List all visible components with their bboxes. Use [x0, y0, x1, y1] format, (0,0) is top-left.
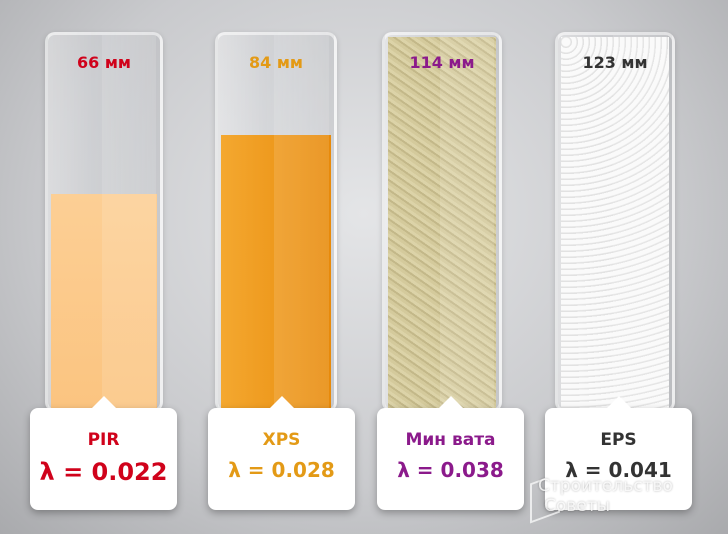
- lambda-label: λ = 0.041: [565, 458, 672, 482]
- label-card: XPS λ = 0.028: [208, 396, 355, 510]
- lambda-label: λ = 0.028: [228, 458, 335, 482]
- tube-2: 114 мм: [382, 32, 502, 412]
- lambda-label: λ = 0.022: [39, 458, 168, 486]
- lambda-label: λ = 0.038: [397, 458, 504, 482]
- value-label: 123 мм: [582, 53, 648, 72]
- label-card: Мин вата λ = 0.038: [377, 396, 524, 510]
- label-card: EPS λ = 0.041: [545, 396, 692, 510]
- gloss: [273, 35, 330, 409]
- gloss: [439, 35, 495, 409]
- value-label: 114 мм: [409, 53, 475, 72]
- label-card: PIR λ = 0.022: [30, 396, 177, 510]
- category-label: PIR: [87, 430, 120, 450]
- gloss: [612, 35, 668, 409]
- tube-1: 84 мм: [215, 32, 337, 412]
- tube-3: 123 мм: [555, 32, 675, 412]
- category-label: XPS: [262, 430, 301, 450]
- watermark: Строительство Советы: [538, 476, 673, 516]
- category-label: Мин вата: [405, 430, 496, 450]
- tube-0: 66 мм: [45, 32, 163, 412]
- bar-fill: [51, 193, 157, 409]
- value-label: 84 мм: [249, 53, 303, 72]
- value-label: 66 мм: [77, 53, 131, 72]
- gloss: [101, 35, 156, 409]
- bar-fill: [388, 37, 496, 409]
- watermark-line2: Советы: [544, 496, 611, 516]
- watermark-line1: Строительство: [538, 476, 673, 496]
- bar-fill: [561, 37, 669, 409]
- bar-fill: [221, 134, 331, 409]
- category-label: EPS: [600, 430, 637, 450]
